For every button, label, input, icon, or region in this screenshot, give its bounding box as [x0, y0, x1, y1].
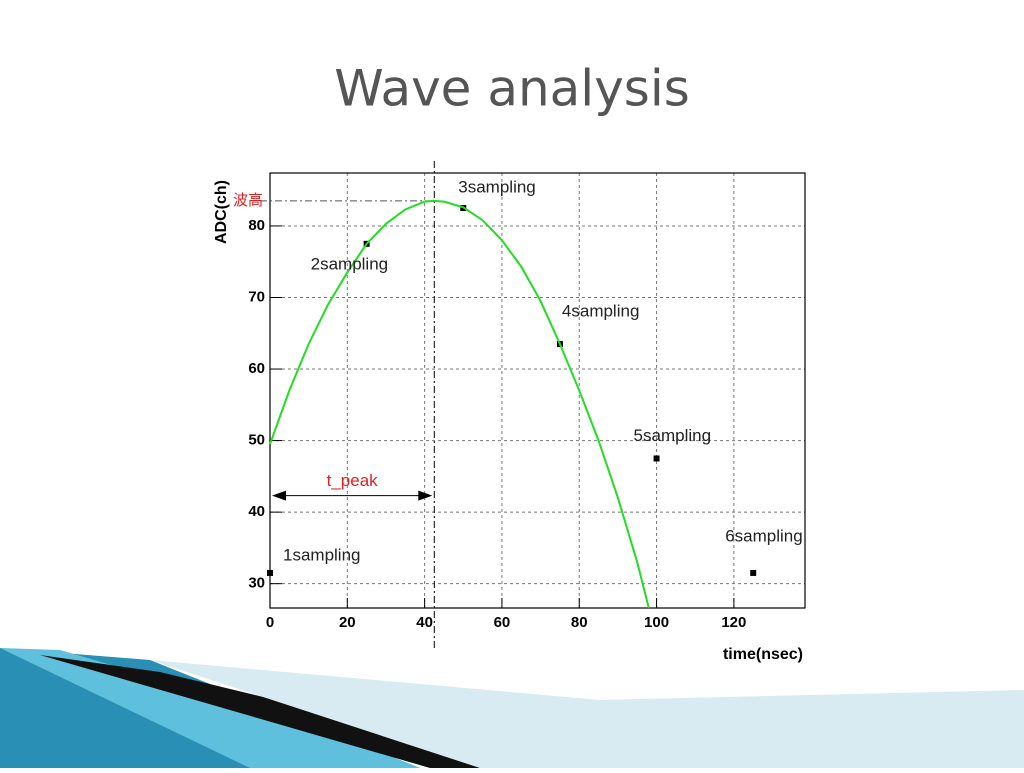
x-tick-label: 60: [494, 614, 511, 631]
x-tick-label: 100: [644, 614, 669, 631]
sampling-label: 6sampling: [725, 526, 803, 545]
y-tick-label: 40: [248, 503, 265, 520]
decor-swoosh: [40, 655, 480, 768]
plot-frame: [269, 172, 806, 609]
arrow-head: [272, 490, 286, 501]
sampling-label: 2sampling: [311, 254, 389, 273]
slide-title: Wave analysis: [334, 60, 690, 118]
x-axis-title: time(nsec): [723, 646, 803, 663]
sampling-label: 3sampling: [458, 178, 536, 197]
x-tick-label: 120: [721, 614, 746, 631]
sample-point: [653, 455, 660, 462]
sampling-label: 1sampling: [283, 545, 361, 564]
decor-swoosh: [0, 648, 420, 768]
sampling-label: 5sampling: [634, 426, 712, 445]
y-axis-title: ADC(ch): [213, 180, 230, 244]
x-tick-label: 0: [266, 614, 274, 631]
x-tick-label: 80: [571, 614, 588, 631]
sample-point: [750, 569, 757, 576]
peak-label: 波高: [233, 192, 263, 209]
y-tick-label: 60: [248, 360, 265, 377]
x-tick-label: 40: [416, 614, 433, 631]
sampling-label: 4sampling: [562, 301, 640, 320]
y-tick-label: 70: [248, 288, 265, 305]
y-tick-label: 50: [248, 432, 265, 449]
arrow-head: [418, 490, 433, 501]
y-tick-label: 30: [248, 575, 265, 592]
y-tick-label: 80: [248, 217, 265, 234]
t-peak-label: t_peak: [327, 471, 379, 490]
decor-swoosh: [150, 660, 1024, 768]
x-tick-label: 20: [339, 614, 356, 631]
fit-curve: [269, 199, 650, 609]
sample-point: [267, 569, 273, 576]
